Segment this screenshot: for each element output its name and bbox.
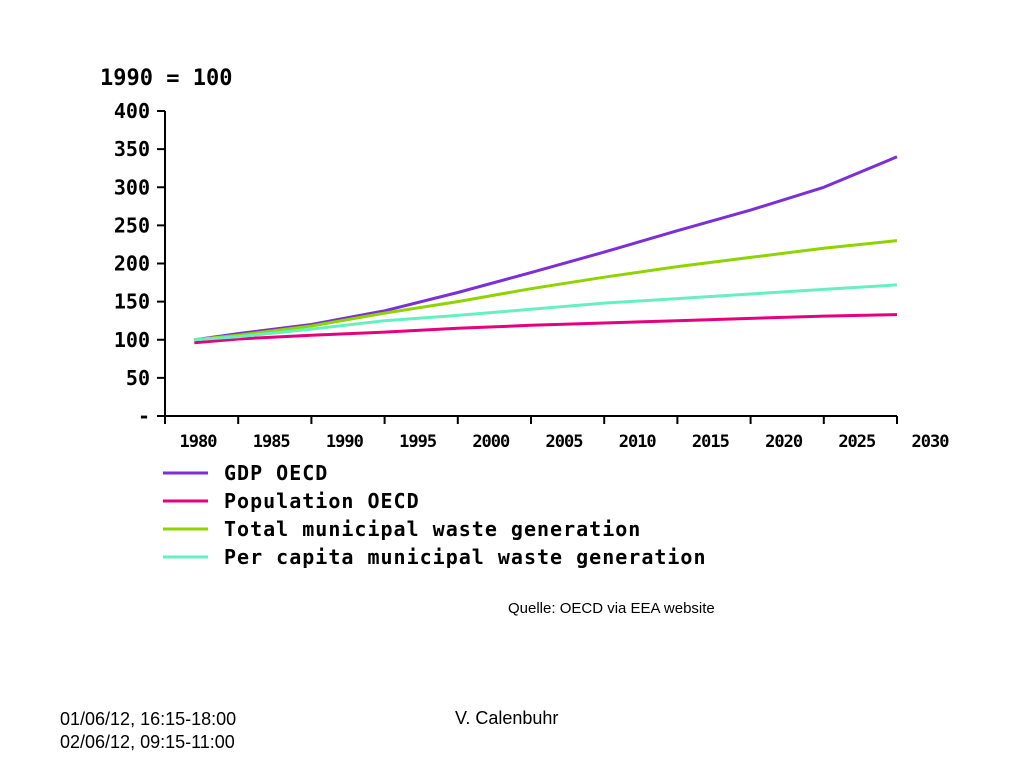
x-tick-label: 2025: [838, 432, 876, 452]
footer-dates: 01/06/12, 16:15-18:00 02/06/12, 09:15-11…: [60, 708, 236, 754]
y-tick-label: 350: [114, 137, 150, 161]
series-line-3: [194, 239, 898, 342]
x-tick-label: 1990: [326, 432, 364, 452]
x-tick-label: 2020: [765, 432, 803, 452]
legend: GDP OECD Population OECD Total municipal w…: [163, 461, 707, 569]
x-tick-label: 2005: [546, 432, 584, 452]
x-tick-label: 2030: [912, 432, 950, 452]
series-layer: [194, 155, 898, 345]
y-tick-label: 100: [114, 328, 150, 352]
y-tick-label: 400: [114, 99, 150, 123]
y-tick-label: 200: [114, 252, 150, 276]
y-axis: 400 350 300 250 200 150 100 50 -: [114, 99, 166, 428]
y-tick-label: -: [138, 404, 150, 428]
x-tick-label: 2015: [692, 432, 730, 452]
x-axis: 1980 1985 1990 1995 2000 2005 2010 2015 2020 2025…: [164, 415, 950, 452]
x-tick-label: 1980: [180, 432, 218, 452]
legend-label: Population OECD: [224, 489, 420, 513]
legend-label: GDP OECD: [224, 461, 328, 485]
chart: 1990 = 100 400 350 300 250 200 150 100 50 - 1980…: [100, 66, 950, 569]
y-tick-label: 50: [126, 366, 150, 390]
y-tick-label: 300: [114, 175, 150, 199]
y-tick-label: 250: [114, 213, 150, 237]
y-tick-label: 150: [114, 290, 150, 314]
series-line-4: [194, 283, 898, 342]
footer-author: V. Calenbuhr: [455, 708, 559, 728]
x-tick-label: 2000: [472, 432, 510, 452]
series-line-2: [194, 313, 898, 345]
x-tick-label: 2010: [619, 432, 657, 452]
series-line-1: [194, 155, 898, 342]
legend-label: Total municipal waste generation: [224, 517, 641, 541]
source-note: Quelle: OECD via EEA website: [508, 600, 715, 617]
footer-date-line-2: 02/06/12, 09:15-11:00: [60, 732, 235, 752]
legend-label: Per capita municipal waste generation: [224, 545, 707, 569]
x-tick-label: 1995: [399, 432, 437, 452]
x-tick-label: 1985: [253, 432, 291, 452]
footer-date-line-1: 01/06/12, 16:15-18:00: [60, 709, 237, 729]
unit-label: 1990 = 100: [100, 66, 232, 91]
